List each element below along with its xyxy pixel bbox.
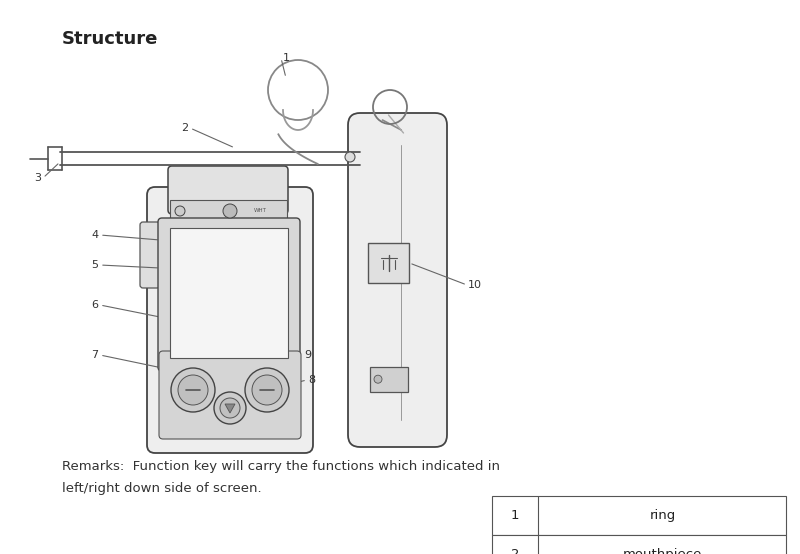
Bar — [370, 367, 407, 392]
Bar — [492, 535, 786, 554]
Circle shape — [374, 375, 382, 383]
Circle shape — [171, 368, 215, 412]
Bar — [170, 228, 288, 358]
Circle shape — [223, 204, 237, 218]
Text: 2: 2 — [511, 548, 519, 554]
Text: Remarks:  Function key will carry the functions which indicated in: Remarks: Function key will carry the fun… — [62, 460, 500, 473]
Text: 1: 1 — [282, 53, 290, 63]
Circle shape — [214, 392, 246, 424]
Circle shape — [178, 375, 208, 405]
Bar — [492, 496, 786, 535]
Text: 10: 10 — [468, 280, 482, 290]
Text: left/right down side of screen.: left/right down side of screen. — [62, 482, 262, 495]
Polygon shape — [225, 404, 235, 413]
Text: 8: 8 — [309, 375, 315, 385]
Text: 1: 1 — [511, 509, 519, 522]
FancyBboxPatch shape — [140, 222, 160, 288]
Bar — [170, 200, 287, 222]
Text: Structure: Structure — [62, 30, 158, 48]
Text: WHT: WHT — [254, 208, 266, 213]
FancyBboxPatch shape — [158, 218, 300, 371]
Circle shape — [220, 398, 240, 418]
Text: 4: 4 — [91, 230, 98, 240]
Circle shape — [252, 375, 282, 405]
Text: 3: 3 — [34, 173, 42, 183]
Text: 9: 9 — [305, 350, 311, 360]
Text: 6: 6 — [91, 300, 98, 310]
Circle shape — [175, 206, 185, 216]
Text: mouthpiece: mouthpiece — [622, 548, 702, 554]
Text: 7: 7 — [91, 350, 98, 360]
Bar — [368, 243, 410, 283]
FancyBboxPatch shape — [147, 187, 313, 453]
Circle shape — [245, 368, 289, 412]
FancyBboxPatch shape — [159, 351, 301, 439]
Text: 5: 5 — [91, 260, 98, 270]
FancyBboxPatch shape — [168, 166, 288, 214]
Circle shape — [345, 152, 355, 162]
Text: ring: ring — [650, 509, 675, 522]
Text: 2: 2 — [182, 123, 189, 133]
FancyBboxPatch shape — [348, 113, 447, 447]
